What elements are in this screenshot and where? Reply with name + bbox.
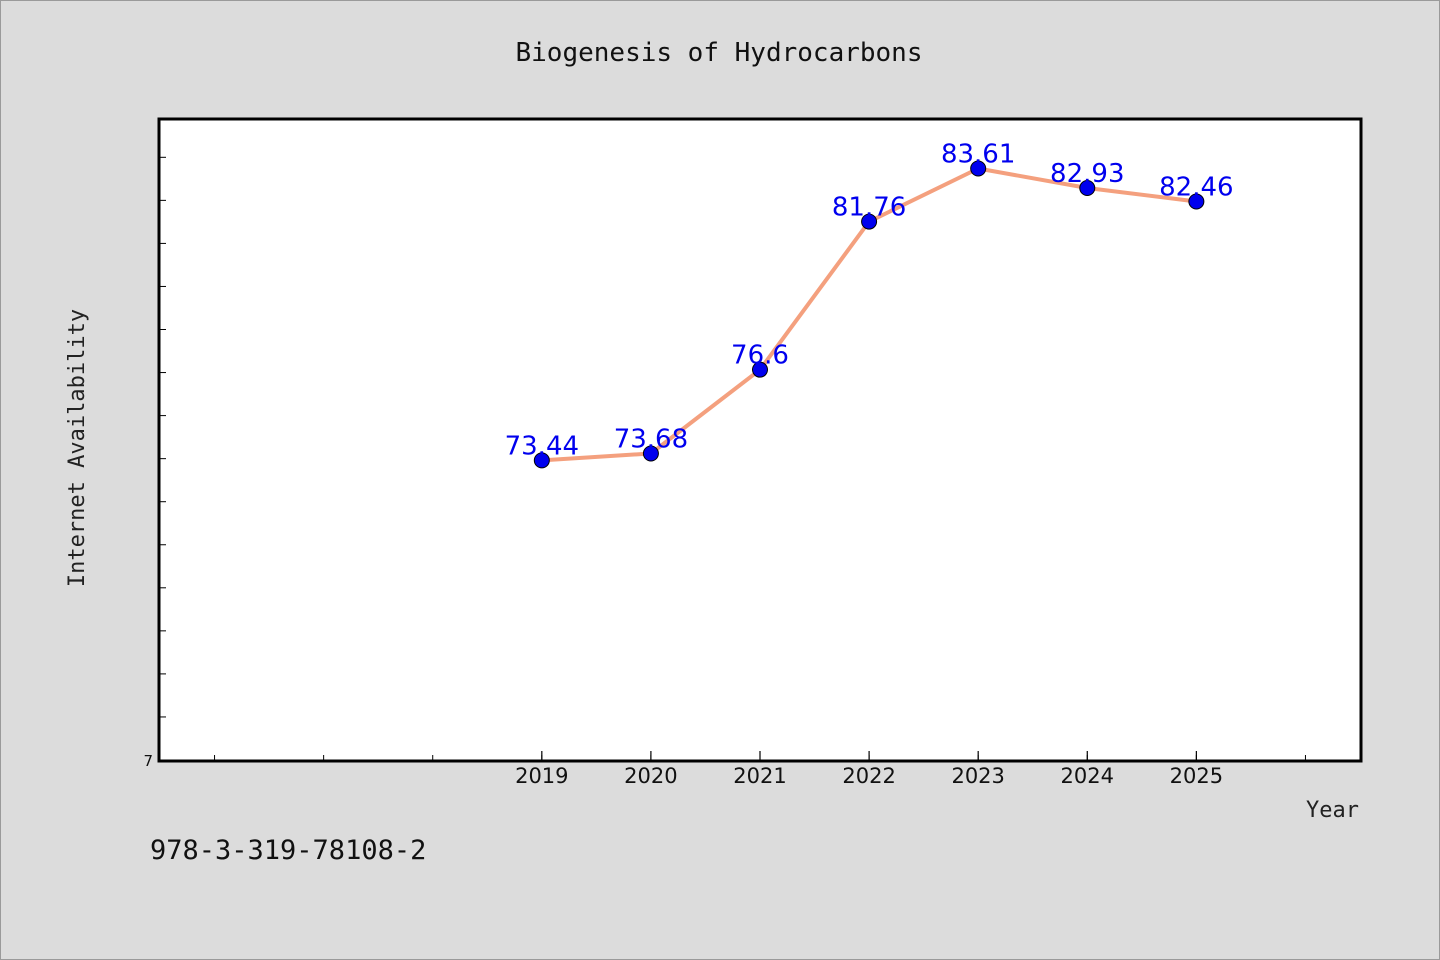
footnote-isbn: 978-3-319-78108-2 <box>150 835 427 866</box>
x-tick-label: 2024 <box>1061 764 1114 788</box>
data-point <box>752 361 768 378</box>
data-point <box>970 160 987 177</box>
data-point <box>861 213 878 230</box>
y-axis-label: Internet Availability <box>65 309 90 587</box>
series-layer: 73.44 73.68 76.6 81.76 83.61 82.93 82.46 <box>505 140 1234 469</box>
x-axis-label: Year <box>1306 798 1359 823</box>
plot-area <box>157 117 1363 763</box>
x-axis-ticks: 2019 2020 2021 2022 2023 2024 2025 <box>214 751 1306 788</box>
data-point <box>1188 193 1205 210</box>
data-point <box>1079 180 1096 197</box>
x-tick-label: 2023 <box>951 764 1004 788</box>
data-label: 82.93 <box>1050 159 1124 189</box>
x-tick-label: 2021 <box>733 764 786 788</box>
data-label: 83.61 <box>941 140 1015 170</box>
data-point <box>533 452 550 469</box>
data-label: 76.6 <box>731 341 789 371</box>
y-tick-label: 7 <box>143 752 153 770</box>
chart-title: Biogenesis of Hydrocarbons <box>516 38 923 68</box>
data-label: 73.68 <box>614 424 688 454</box>
x-tick-label: 2019 <box>515 764 568 788</box>
data-label: 82.46 <box>1159 173 1233 203</box>
x-tick-label: 2025 <box>1170 764 1223 788</box>
y-axis-ticks: 7 <box>143 156 166 770</box>
x-tick-label: 2022 <box>842 764 895 788</box>
data-label: 81.76 <box>832 193 906 223</box>
x-tick-label: 2020 <box>624 764 677 788</box>
data-point <box>642 445 659 462</box>
data-label: 73.44 <box>505 431 579 461</box>
